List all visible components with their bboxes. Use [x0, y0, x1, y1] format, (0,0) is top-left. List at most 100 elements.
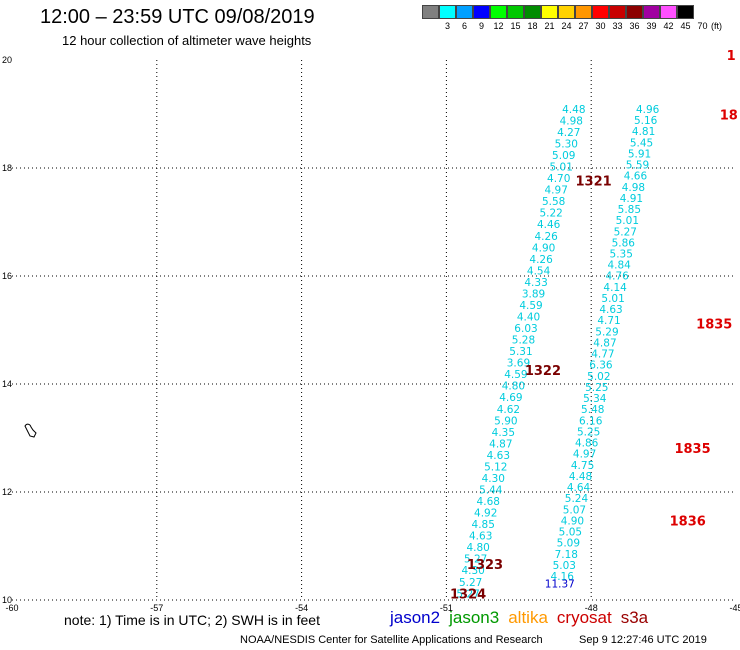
track-b-value: 5.01	[616, 215, 639, 227]
legend-swatch-label: 45	[680, 21, 691, 31]
track-a-value: 5.12	[484, 461, 507, 473]
legend-swatch	[507, 5, 524, 19]
track-b-value: 4.16	[551, 571, 575, 583]
legend-swatch-label: 70	[697, 21, 708, 31]
track-b-value: 4.91	[620, 193, 643, 205]
legend-swatch-label: 24	[561, 21, 572, 31]
track-b-value: 4.86	[575, 438, 599, 450]
track-a-value: 4.80	[466, 542, 489, 554]
track-b-value: 5.24	[565, 493, 589, 505]
legend-swatch	[575, 5, 592, 19]
track-a-value: 4.46	[537, 219, 561, 231]
track-b-value: 4.76	[605, 271, 629, 283]
legend-swatch	[456, 5, 473, 19]
satellite-label-altika: altika	[508, 608, 548, 627]
track-b-value: 5.07	[563, 504, 586, 516]
track-a-value: 4.59	[519, 300, 542, 312]
track-b-value: 4.71	[597, 315, 620, 327]
track-b-value: 4.14	[603, 282, 627, 294]
satellite-label-s3a: s3a	[620, 608, 649, 627]
axes: -60 -57 -54 -51 -48 -45 10 12 14 16 18 20	[2, 55, 740, 613]
track-a-value: 4.63	[469, 531, 492, 543]
track-a-value: 4.69	[499, 392, 522, 404]
legend-swatches	[422, 5, 722, 19]
pass-label: 1323	[467, 558, 503, 573]
color-legend: 3 6 9 12 15 18 21 24 27 30 33 36 39 42 45 70 (ft)	[422, 5, 722, 31]
track-a-value: 5.30	[555, 139, 578, 151]
track-a-value: 5.27	[464, 554, 487, 566]
track-a-value: 4.48	[562, 104, 585, 116]
track-b-value: 4.66	[624, 171, 648, 183]
track-b-value: 5.09	[557, 538, 580, 550]
legend-swatch	[541, 5, 558, 19]
legend-swatch	[558, 5, 575, 19]
track-b-value: 6.16	[579, 415, 603, 427]
legend-swatch	[473, 5, 490, 19]
satellite-label-cryosat: cryosat	[556, 608, 612, 627]
track-b-value: 4.48	[569, 471, 592, 483]
y-tick-label: 10	[2, 595, 12, 605]
y-tick-label: 14	[2, 379, 12, 389]
track-b-value: 5.34	[583, 393, 607, 405]
track-a-value: 3.89	[522, 288, 545, 300]
legend-swatch-label: 18	[527, 21, 538, 31]
legend-swatch-label: 3	[444, 21, 450, 31]
pass-label: 1	[727, 49, 736, 64]
track-a-value: 5.27	[459, 577, 482, 589]
track-a-value: 4.30	[461, 565, 484, 577]
pass-label: 1321	[576, 174, 612, 189]
extra-value: 11.37	[545, 579, 575, 591]
track-b-value: 4.64	[567, 482, 591, 494]
legend-labels: 3 6 9 12 15 18 21 24 27 30 33 36 39 42 45 70 (ft)	[422, 21, 722, 31]
y-tick-label: 20	[2, 55, 12, 65]
pass-label: 1324	[450, 587, 486, 602]
track-a-value: 4.35	[492, 427, 515, 439]
track-a-value: 5.90	[494, 415, 517, 427]
legend-swatch-label: 30	[595, 21, 606, 31]
island-outline	[24, 423, 37, 438]
legend-swatch-label: 39	[646, 21, 657, 31]
legend-swatch-label: 6	[461, 21, 467, 31]
track-b-value: 5.02	[587, 371, 610, 383]
x-tick-label: -45	[729, 603, 740, 613]
legend-swatch-label: 21	[544, 21, 555, 31]
legend-swatch	[592, 5, 609, 19]
x-tick-label: -60	[5, 603, 18, 613]
legend-swatch	[490, 5, 507, 19]
track-a-value: 5.27	[456, 588, 479, 600]
track-b-value: 5.05	[559, 527, 582, 539]
track-b-value: 5.29	[595, 326, 618, 338]
generated-timestamp: Sep 9 12:27:46 UTC 2019	[579, 634, 707, 646]
track-a-value: 5.31	[509, 346, 532, 358]
track-a-value: 4.33	[524, 277, 547, 289]
track-b-value: 5.03	[553, 560, 576, 572]
track-b-value: 4.63	[599, 304, 622, 316]
legend-swatch-label: 9	[478, 21, 484, 31]
legend-swatch	[524, 5, 541, 19]
track-a-value: 4.30	[482, 473, 505, 485]
legend-swatch	[609, 5, 626, 19]
track-b-value: 4.90	[561, 515, 584, 527]
track-a-value: 5.09	[552, 150, 575, 162]
legend-swatch-label: 36	[629, 21, 640, 31]
pass-label: 1835	[674, 442, 710, 457]
track-a-value: 4.97	[545, 185, 568, 197]
track-a-value: 5.01	[550, 162, 573, 174]
track-a-value: 4.62	[497, 404, 520, 416]
pass-label: 1835	[696, 317, 732, 332]
legend-swatch	[643, 5, 660, 19]
legend-swatch	[660, 5, 677, 19]
track-b-value: 4.96	[636, 104, 660, 116]
track-a-value: 4.54	[527, 265, 551, 277]
track-b-value: 4.77	[591, 349, 614, 361]
chart-subtitle: 12 hour collection of altimeter wave hei…	[62, 33, 312, 48]
track-a-value: 4.59	[504, 369, 527, 381]
legend-swatch-label: 27	[578, 21, 589, 31]
track-b-value: 5.85	[618, 204, 641, 216]
track-b-value: 5.86	[612, 237, 636, 249]
pass-label: 1322	[525, 364, 561, 379]
satellite-label-jason3: jason3	[449, 608, 500, 627]
track-b-value: 5.16	[634, 115, 658, 127]
legend-swatch-label: 12	[493, 21, 504, 31]
